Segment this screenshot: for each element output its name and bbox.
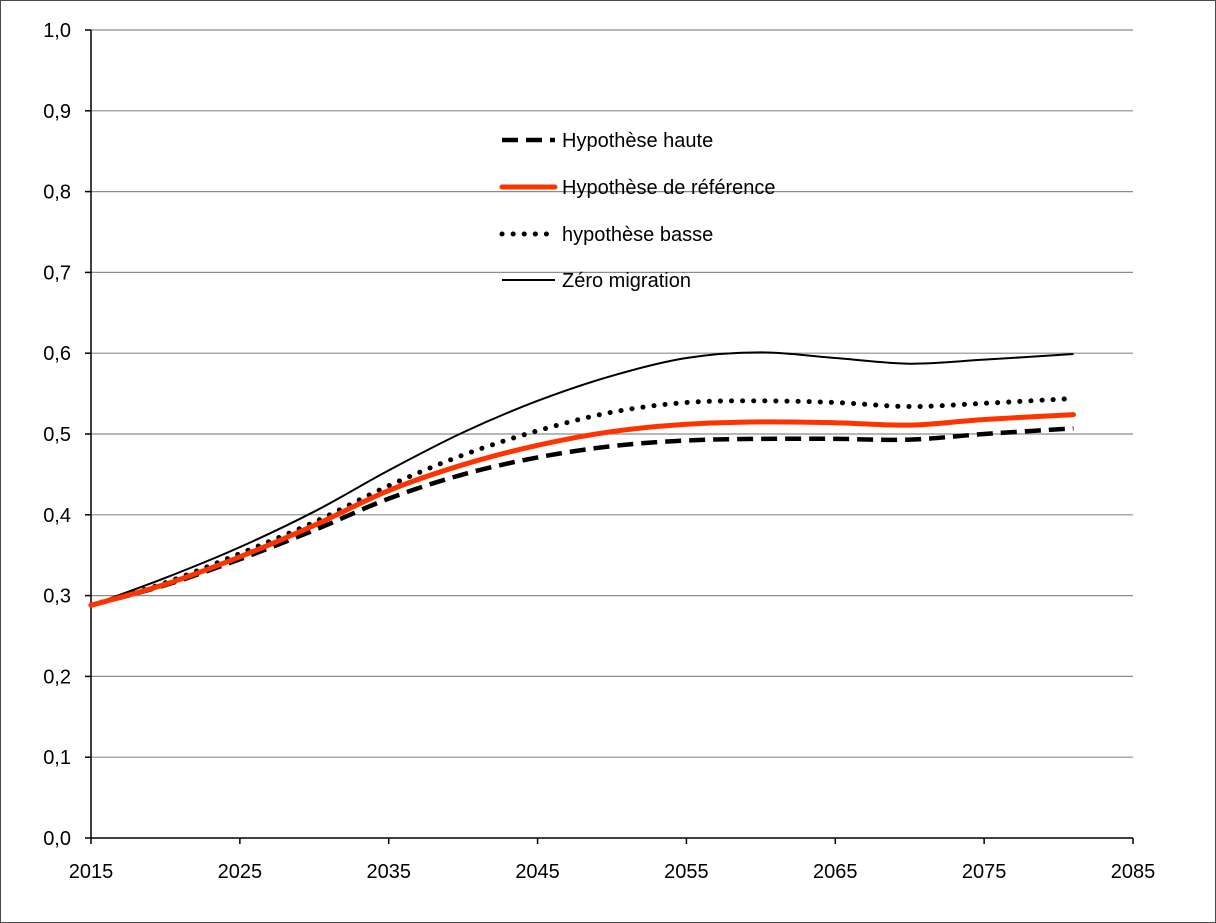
- x-tick-label: 2085: [1111, 861, 1156, 883]
- y-tick-label: 0,8: [43, 182, 71, 204]
- legend-label: Hypothèse haute: [562, 130, 713, 152]
- legend-label: hypothèse basse: [562, 224, 713, 246]
- legend-label: Hypothèse de référence: [562, 177, 775, 199]
- y-tick-label: 0,0: [43, 828, 71, 850]
- series-lines: [88, 351, 1076, 608]
- x-tick-label: 2015: [69, 861, 114, 883]
- y-tick-label: 0,5: [43, 424, 71, 446]
- series-line-2: [88, 395, 1076, 608]
- y-tick-label: 0,3: [43, 586, 71, 608]
- y-tick-label: 1,0: [43, 20, 71, 42]
- x-tick-label: 2025: [218, 861, 263, 883]
- series-line-0: [90, 426, 1074, 608]
- y-tick-label: 0,1: [43, 747, 71, 769]
- x-tick-label: 2075: [962, 861, 1007, 883]
- axes: 0,0 0,1 0,2 0,3 0,4 0,5 0,6 0,7 0,8 0,9 1,0 2015 202…: [43, 20, 1155, 883]
- x-tick-label: 2045: [515, 861, 560, 883]
- y-tick-label: 0,6: [43, 343, 71, 365]
- series-line-3: [90, 351, 1074, 607]
- legend-label: Zéro migration: [562, 270, 691, 292]
- x-tick-label: 2035: [366, 861, 411, 883]
- gridlines: [91, 29, 1133, 758]
- y-tick-label: 0,4: [43, 505, 71, 527]
- legend: Hypothèse haute Hypothèse de référence hyp…: [499, 130, 775, 292]
- y-tick-label: 0,2: [43, 666, 71, 688]
- y-tick-label: 0,7: [43, 262, 71, 284]
- y-tick-label: 0,9: [43, 101, 71, 123]
- x-tick-label: 2065: [813, 861, 858, 883]
- series-line-1: [88, 412, 1076, 608]
- x-tick-label: 2055: [664, 861, 709, 883]
